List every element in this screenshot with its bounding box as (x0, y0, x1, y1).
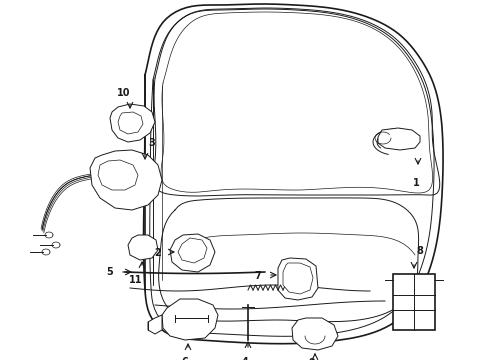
Text: 6: 6 (182, 357, 188, 360)
Polygon shape (98, 160, 138, 190)
Text: 4: 4 (242, 357, 248, 360)
Polygon shape (283, 263, 313, 294)
Polygon shape (393, 274, 435, 330)
Text: 9: 9 (309, 358, 316, 360)
Text: 10: 10 (117, 88, 131, 98)
Text: 7: 7 (254, 271, 261, 281)
Text: 5: 5 (107, 267, 113, 277)
Text: 3: 3 (148, 138, 155, 148)
Text: 11: 11 (129, 275, 143, 285)
Polygon shape (90, 150, 162, 210)
Polygon shape (128, 235, 158, 260)
Polygon shape (178, 238, 207, 263)
Polygon shape (148, 315, 162, 334)
Polygon shape (118, 112, 143, 134)
Polygon shape (170, 234, 215, 272)
Text: 8: 8 (416, 246, 423, 256)
Polygon shape (162, 299, 218, 340)
Polygon shape (292, 318, 338, 350)
Polygon shape (278, 258, 318, 300)
Polygon shape (110, 104, 155, 142)
Text: 2: 2 (154, 248, 161, 258)
Polygon shape (378, 128, 420, 150)
Text: 1: 1 (413, 178, 419, 188)
